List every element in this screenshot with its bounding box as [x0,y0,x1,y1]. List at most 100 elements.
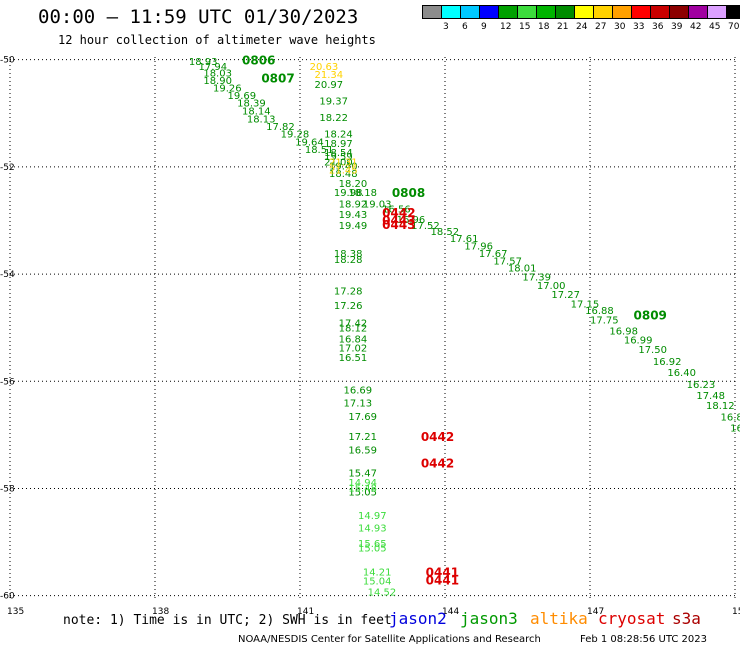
satellite-label-jason2: jason2 [389,609,447,628]
legend-level-label: 24 [576,22,588,32]
wave-height-label: 15.65 [358,539,387,550]
wave-height-label: 17.42 [339,318,368,329]
wave-height-label: 15.04 [363,577,392,588]
wave-height-label: 17.15 [571,300,600,311]
wave-height-label: 16.96 [397,215,426,226]
wave-height-label: 19.03 [363,199,392,210]
legend-level-label: 30 [614,22,626,32]
wave-height-label: 16.88 [585,306,614,317]
legend-level-label: 6 [462,22,468,32]
wave-height-label: 17.61 [450,234,479,245]
wave-height-label: 16.40 [667,368,696,379]
legend-level-label: 45 [709,22,721,32]
wave-height-label: 17.75 [590,316,619,327]
wave-height-label: 17.96 [464,242,493,253]
wave-height-label: 18.12 [339,324,368,335]
y-tick-label: -52 [0,163,15,173]
wave-height-label: 19.69 [228,91,257,102]
wave-height-label: 15.47 [348,468,377,479]
wave-height-label: 18.90 [203,76,232,87]
x-tick-label: 135 [7,607,24,617]
wave-height-label: 17.39 [522,273,551,284]
wave-height-label: 16.80 [721,413,740,424]
wave-height-label: 19.64 [295,138,324,149]
y-tick-label: -50 [0,56,15,66]
wave-height-label: 21.45 [329,166,358,177]
wave-height-label: 16.23 [687,380,716,391]
pass-time-label: 0442 [382,206,415,220]
wave-height-label: 17.52 [411,221,440,232]
satellite-label-altika: altika [530,609,588,628]
wave-height-label: 17.27 [551,290,580,301]
legend-level-label: 42 [690,22,702,32]
y-tick-label: -58 [0,484,15,494]
wave-height-label: 15.05 [358,543,387,554]
wave-height-label: 18.28 [334,255,363,266]
wave-height-label: 20.63 [310,62,339,73]
wave-height-label: 19.37 [319,96,348,107]
pass-time-label: 0443 [382,218,415,232]
wave-height-label: 14.93 [358,524,387,535]
credit-line: NOAA/NESDIS Center for Satellite Applica… [238,634,541,645]
legend-level-label: 12 [500,22,512,32]
wave-height-label: 16.98 [609,326,638,337]
y-tick-label: -56 [0,377,15,387]
legend-level-label: 3 [443,22,449,32]
data-layer: 18.9317.9418.0318.9019.2619.6918.3918.14… [189,54,740,599]
wave-height-label: 18.18 [348,188,377,199]
wave-height-label: 17.28 [334,287,363,298]
wave-height-label: 16.84 [339,334,368,345]
pass-time-label: 0808 [392,186,425,200]
wave-height-label: 18.92 [339,199,368,210]
legend-level-label: 33 [633,22,645,32]
wave-height-label: 15.48 [348,483,377,494]
wave-height-label: 18.20 [339,179,368,190]
pass-time-label: 0442 [421,457,454,471]
wave-height-label: 19.40 [329,161,358,172]
wave-height-label: 17.21 [348,432,377,443]
satellite-label-cryosat: cryosat [598,609,666,628]
legend-level-label: 18 [538,22,550,32]
pass-time-label: 0441 [426,566,459,580]
pass-time-label: 0809 [634,308,667,322]
wave-height-label: 17.02 [339,343,368,354]
x-tick-label: 144 [442,607,459,617]
pass-time-label: 0441 [426,574,459,588]
satellite-label-jason3: jason3 [460,609,518,628]
wave-height-label: 19.28 [281,130,310,141]
wave-height-label: 18.14 [242,107,271,118]
generated-timestamp: Feb 1 08:28:56 UTC 2023 [580,634,707,645]
x-tick-label: 147 [587,607,604,617]
legend-level-label: 21 [557,22,569,32]
wave-height-label: 18.24 [324,130,353,141]
wave-height-label: 18.52 [431,227,460,238]
wave-height-label: 18.39 [237,99,266,110]
wave-height-label: 16.59 [348,445,377,456]
wave-height-label: 18.01 [508,264,537,275]
wave-height-label: 17.48 [696,391,725,402]
wave-height-label: 21.34 [315,70,344,81]
pass-time-label: 0807 [261,71,294,85]
chart-title: 00:00 – 11:59 UTC 01/30/2023 [38,6,359,28]
wave-height-label: 16.42 [730,423,740,434]
wave-height-label: 17.57 [493,257,522,268]
wave-height-label: 15.05 [348,488,377,499]
wave-height-label: 18.12 [706,401,735,412]
wave-height-label: 16.99 [624,335,653,346]
wave-height-label: 17.69 [348,412,377,423]
chart-subtitle: 12 hour collection of altimeter wave hei… [58,33,376,47]
wave-height-label: 17.67 [479,249,508,260]
wave-height-label: 19.26 [213,84,242,95]
wave-height-label: 14.21 [363,568,392,579]
wave-height-label: 18.13 [247,115,276,126]
wave-height-label: 16.92 [653,357,682,368]
wave-height-label: 17.13 [344,399,373,410]
legend-level-label: 9 [481,22,487,32]
wave-height-label: 17.00 [537,281,566,292]
pass-time-label: 0442 [421,430,454,444]
wave-height-label: 16.69 [344,385,373,396]
legend-level-label: 27 [595,22,607,32]
legend-level-label: 15 [519,22,531,32]
